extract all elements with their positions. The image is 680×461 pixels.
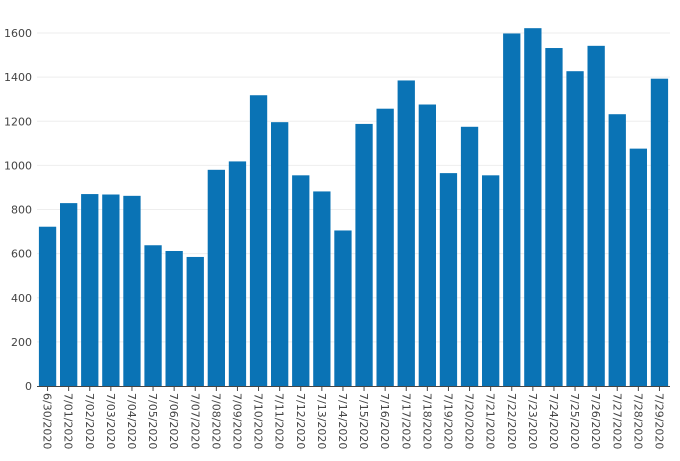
y-tick-label: 1600 [4, 27, 32, 40]
bar-7-26-2020 [587, 45, 605, 386]
bar-7-03-2020 [102, 194, 120, 386]
bar-7-17-2020 [397, 80, 415, 387]
y-tick-label: 800 [11, 204, 32, 217]
x-tick-label: 7/03/2020 [104, 393, 117, 449]
bar-7-02-2020 [81, 194, 99, 386]
x-tick-label: 7/21/2020 [484, 393, 497, 449]
x-tick-label: 7/09/2020 [230, 393, 243, 449]
x-tick-label: 7/19/2020 [441, 393, 454, 449]
y-tick-label: 1400 [4, 71, 32, 84]
x-tick-label: 7/13/2020 [315, 393, 328, 449]
x-axis: 6/30/2020 7/01/2020 7/02/2020 7/03/2020 7/04… [37, 386, 670, 449]
bar-7-09-2020 [228, 161, 247, 386]
x-tick-label: 7/29/2020 [652, 393, 665, 449]
x-tick-label: 7/26/2020 [589, 393, 602, 449]
bar-7-05-2020 [144, 245, 162, 386]
bar-7-23-2020 [524, 28, 542, 387]
y-tick-label: 1200 [4, 115, 32, 128]
bar-7-25-2020 [566, 71, 584, 386]
x-tick-label: 7/10/2020 [252, 393, 265, 449]
x-tick-label: 7/17/2020 [399, 393, 412, 449]
y-tick-label: 200 [11, 336, 32, 349]
x-tick-label: 6/30/2020 [41, 393, 54, 449]
x-tick-label: 7/27/2020 [610, 393, 623, 449]
x-tick-label: 7/04/2020 [125, 393, 138, 449]
x-tick-label: 7/23/2020 [526, 393, 539, 449]
bar-7-13-2020 [313, 191, 331, 386]
x-tick-label: 7/06/2020 [167, 393, 180, 449]
bar-7-22-2020 [503, 33, 521, 386]
x-tick-label: 7/07/2020 [188, 393, 201, 449]
x-tick-label: 7/02/2020 [83, 393, 96, 449]
bar-7-24-2020 [545, 48, 563, 386]
bar-7-11-2020 [271, 122, 289, 386]
bar-7-16-2020 [376, 108, 394, 386]
bar-7-27-2020 [608, 114, 626, 387]
bar-7-21-2020 [482, 175, 500, 386]
x-tick-label: 7/20/2020 [463, 393, 476, 449]
bar-7-19-2020 [439, 173, 458, 386]
bar-7-28-2020 [629, 148, 647, 386]
bars [38, 28, 669, 387]
x-tick-label: 7/18/2020 [420, 393, 433, 449]
bar-7-07-2020 [186, 256, 204, 386]
x-tick-label: 7/11/2020 [273, 393, 286, 449]
y-tick-label: 0 [25, 380, 32, 393]
y-tick-label: 400 [11, 292, 32, 305]
x-tick-label: 7/05/2020 [146, 393, 159, 449]
bar-6-30-2020 [38, 226, 57, 386]
bar-7-14-2020 [334, 230, 352, 386]
y-axis: 0 200 400 600 800 1000 1200 1400 1600 [4, 27, 32, 393]
bar-7-01-2020 [60, 203, 78, 386]
bar-7-29-2020 [650, 78, 669, 386]
y-tick-label: 600 [11, 248, 32, 261]
bar-7-12-2020 [292, 175, 310, 386]
x-tick-label: 7/24/2020 [547, 393, 560, 449]
x-tick-label: 7/22/2020 [505, 393, 518, 449]
x-tick-label: 7/12/2020 [294, 393, 307, 449]
bar-7-04-2020 [123, 195, 141, 386]
y-tick-label: 1000 [4, 159, 32, 172]
x-tick-label: 7/14/2020 [336, 393, 349, 449]
bar-7-10-2020 [249, 95, 268, 387]
bar-7-08-2020 [207, 169, 225, 386]
bar-7-06-2020 [165, 250, 183, 386]
x-tick-label: 7/28/2020 [631, 393, 644, 449]
x-tick-label: 7/08/2020 [209, 393, 222, 449]
bar-7-15-2020 [355, 123, 373, 387]
bar-7-18-2020 [418, 104, 436, 386]
x-tick-label: 7/01/2020 [62, 393, 75, 449]
x-tick-label: 7/15/2020 [357, 393, 370, 449]
bar-7-20-2020 [460, 126, 479, 386]
x-tick-label: 7/16/2020 [378, 393, 391, 449]
grid-lines [37, 32, 670, 343]
x-tick-label: 7/25/2020 [568, 393, 581, 449]
